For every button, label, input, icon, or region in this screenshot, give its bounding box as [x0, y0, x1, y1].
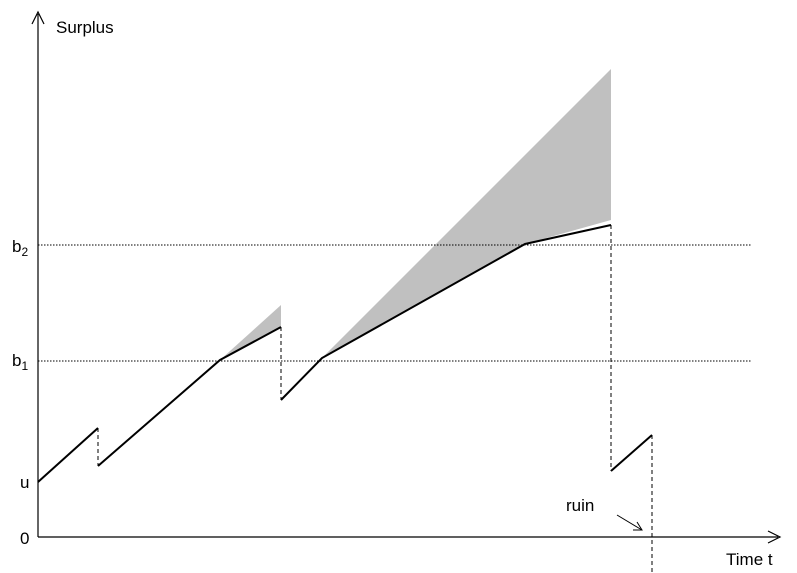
- b1-label-sub: 1: [21, 359, 28, 373]
- surplus-path: [37, 224, 653, 483]
- b2-label-sub: 2: [21, 245, 28, 259]
- u-label: u: [20, 473, 29, 492]
- b2-label: b2: [12, 237, 28, 259]
- claim-jumps: [97, 225, 653, 572]
- shaded-region-1: [220, 305, 281, 360]
- x-axis-arrowhead: [767, 530, 782, 544]
- b2-label-base: b: [12, 237, 21, 256]
- x-axis-label: Time t: [726, 550, 773, 569]
- shaded-region-2: [322, 69, 611, 358]
- ruin-label: ruin: [566, 496, 594, 515]
- surplus-segment-4: [610, 434, 653, 472]
- surplus-segment-2: [97, 326, 282, 467]
- ruin-arrowhead: [633, 521, 643, 531]
- y-axis-arrowhead: [31, 10, 45, 25]
- zero-label: 0: [20, 529, 29, 548]
- surplus-segment-3: [280, 224, 612, 401]
- surplus-segment-1: [37, 427, 99, 483]
- ruin-arrow: [616, 514, 643, 531]
- y-axis-label: Surplus: [56, 18, 114, 37]
- b1-label: b1: [12, 351, 28, 373]
- b1-label-base: b: [12, 351, 21, 370]
